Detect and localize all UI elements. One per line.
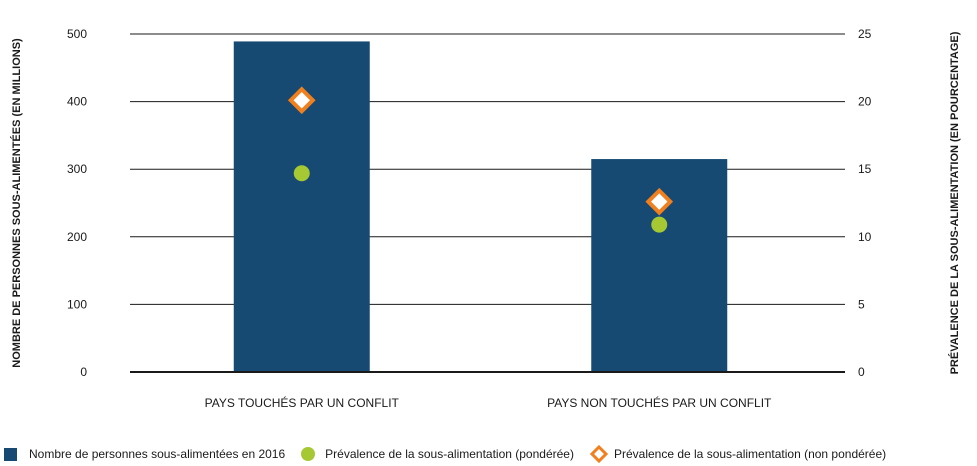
right-tick-label: 0 [858, 365, 865, 379]
left-tick-label: 400 [67, 95, 87, 109]
legend-label-bars: Nombre de personnes sous-alimentées en 2… [29, 447, 286, 461]
right-tick-label: 25 [858, 27, 872, 41]
legend-label-unweighted: Prévalence de la sous-alimentation (non … [613, 447, 887, 461]
left-tick-label: 500 [67, 27, 87, 41]
right-tick-label: 20 [858, 95, 872, 109]
unweighted-prevalence-point [645, 187, 674, 216]
weighted-prevalence-point [293, 165, 310, 182]
legend-diamond-icon [589, 445, 608, 463]
legend-circle-icon [301, 447, 316, 461]
category-label: PAYS TOUCHÉS PAR UN CONFLIT [205, 395, 400, 410]
legend-item-unweighted: Prévalence de la sous-alimentation (non … [589, 445, 887, 463]
category-labels: PAYS TOUCHÉS PAR UN CONFLIT PAYS NON TOUC… [205, 395, 772, 410]
left-axis-ticks: 0 100 200 300 400 500 [67, 27, 87, 379]
right-axis-title: PRÉVALENCE DE LA SOUS-ALIMENTATION (EN P… [948, 31, 961, 374]
right-tick-label: 10 [858, 230, 872, 244]
legend-item-weighted: Prévalence de la sous-alimentation (pond… [301, 447, 574, 461]
category-label: PAYS NON TOUCHÉS PAR UN CONFLIT [547, 395, 772, 410]
left-axis-title: NOMBRE DE PERSONNES SOUS-ALIMENTÉES (EN … [10, 38, 23, 368]
markers [287, 86, 674, 233]
legend: Nombre de personnes sous-alimentées en 2… [4, 445, 977, 463]
left-tick-label: 0 [80, 365, 87, 379]
left-tick-label: 300 [67, 162, 87, 176]
legend-item-bars: Nombre de personnes sous-alimentées en 2… [4, 447, 285, 461]
chart: 0 100 200 300 400 500 0 5 10 15 20 25 PAYS TOUCHÉS… [10, 27, 961, 410]
legend-square-icon [4, 447, 17, 461]
weighted-prevalence-point [651, 216, 668, 233]
legend-label-weighted: Prévalence de la sous-alimentation (pond… [325, 447, 574, 461]
left-tick-label: 200 [67, 230, 87, 244]
right-axis-ticks: 0 5 10 15 20 25 [858, 27, 872, 379]
right-tick-label: 15 [858, 162, 872, 176]
left-tick-label: 100 [67, 297, 87, 311]
unweighted-prevalence-point [287, 86, 316, 115]
right-tick-label: 5 [858, 297, 865, 311]
